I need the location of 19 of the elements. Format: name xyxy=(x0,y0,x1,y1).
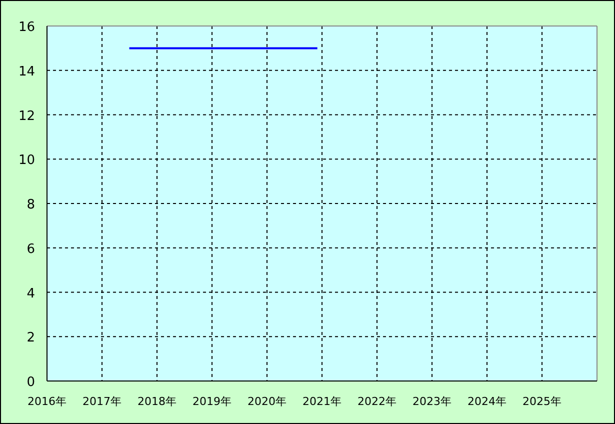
y-tick-label: 6 xyxy=(26,242,35,257)
y-tick-label: 0 xyxy=(26,375,35,390)
x-tick-label: 2016年 xyxy=(28,395,66,408)
x-tick-label: 2021年 xyxy=(302,395,342,408)
y-tick-label: 4 xyxy=(26,286,35,302)
x-tick-label: 2018年 xyxy=(138,395,176,408)
y-tick-label: 16 xyxy=(18,20,35,35)
y-tick-label: 8 xyxy=(26,198,35,212)
y-tick-label: 10 xyxy=(18,153,35,168)
x-tick-label: 2017年 xyxy=(82,395,122,408)
y-tick-label: 14 xyxy=(18,64,35,80)
y-tick-label: 12 xyxy=(18,108,35,124)
x-tick-label: 2022年 xyxy=(358,395,396,408)
x-tick-label: 2025年 xyxy=(522,395,562,408)
y-tick-label: 2 xyxy=(26,330,35,346)
x-tick-label: 2024年 xyxy=(468,395,506,408)
x-tick-label: 2019年 xyxy=(192,395,232,408)
x-tick-label: 2020年 xyxy=(248,395,286,408)
x-tick-label: 2023年 xyxy=(412,395,452,408)
